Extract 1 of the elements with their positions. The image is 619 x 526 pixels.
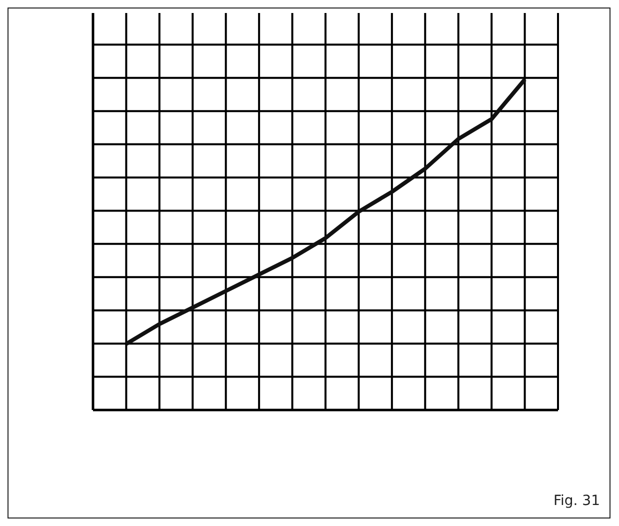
caption: Fig. 31 [553, 493, 600, 509]
